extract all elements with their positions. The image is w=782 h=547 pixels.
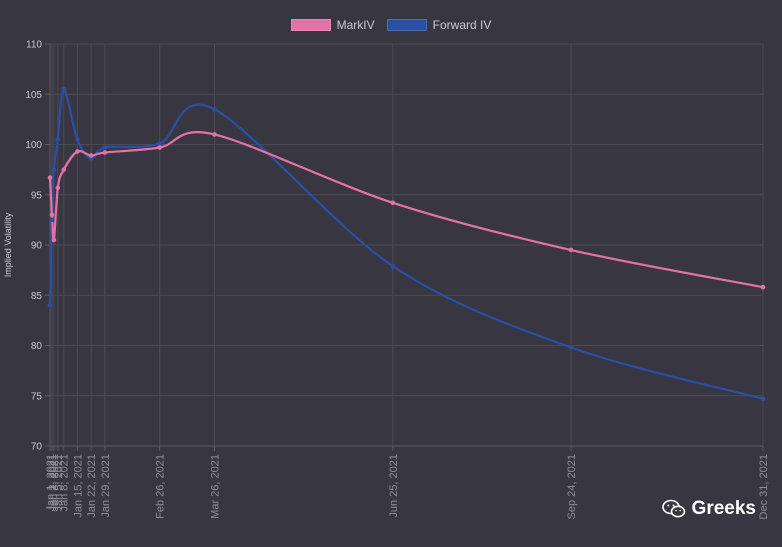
legend-swatch-forward-iv	[386, 19, 427, 31]
series-line-markiv	[48, 131, 765, 289]
data-point-forward-iv	[212, 107, 217, 112]
data-point-forward-iv	[157, 141, 162, 146]
y-tick-label: 105	[25, 90, 42, 101]
x-tick-label: Jan 8, 2021	[59, 454, 71, 512]
x-tick-label: Jun 25, 2021	[388, 454, 400, 518]
y-tick-label: 90	[31, 241, 43, 252]
data-point-markiv	[212, 132, 217, 137]
y-axis-title: Implied Volatility	[3, 212, 13, 278]
y-tick-label: 95	[31, 190, 43, 201]
wechat-icon	[661, 499, 685, 518]
x-tick-label: Dec 31, 2021	[758, 454, 770, 519]
data-point-markiv	[49, 212, 55, 218]
legend-label-forward-iv: Forward IV	[432, 18, 492, 32]
y-tick-label: 85	[31, 291, 43, 302]
data-point-markiv	[51, 237, 57, 243]
x-tick-label: Jan 15, 2021	[72, 454, 84, 518]
y-tick-label: 100	[25, 140, 42, 151]
data-point-forward-iv	[75, 137, 80, 142]
data-point-markiv	[61, 167, 67, 172]
x-tick-label: Jan 2, 2021	[47, 454, 59, 512]
x-tick-label: Jan 3, 2021	[49, 454, 61, 512]
chart-legend: MarkIV Forward IV	[0, 18, 782, 32]
x-tick-label: Jan 22, 2021	[86, 454, 98, 518]
watermark: Greeks	[661, 498, 756, 520]
data-point-markiv	[157, 145, 162, 150]
series-line-forward-iv	[48, 88, 765, 400]
data-point-markiv	[102, 150, 108, 155]
data-point-markiv	[75, 149, 80, 154]
y-tick-label: 110	[26, 40, 42, 51]
x-tick-label: Sep 24, 2021	[566, 454, 578, 519]
legend-label-markiv: MarkIV	[336, 18, 375, 32]
legend-swatch-markiv	[290, 19, 331, 31]
x-tick-label: Jan 5, 2021	[53, 454, 65, 512]
data-point-forward-iv	[390, 263, 396, 269]
points-layer	[47, 86, 766, 402]
y-tick-label: 80	[31, 341, 43, 352]
data-point-markiv	[568, 247, 574, 253]
legend-item-forward-iv[interactable]: Forward IV	[386, 18, 492, 32]
data-point-markiv	[88, 153, 94, 158]
data-point-forward-iv	[102, 145, 108, 150]
series-layer	[48, 88, 765, 400]
x-tick-label: Jan 29, 2021	[100, 454, 112, 518]
data-point-markiv	[55, 185, 61, 191]
y-tick-label: 70	[31, 442, 43, 453]
x-tick-label: Jan 1, 2021	[45, 454, 57, 512]
data-point-forward-iv	[568, 345, 574, 350]
data-point-markiv	[390, 200, 396, 206]
data-point-forward-iv	[49, 217, 55, 223]
data-point-forward-iv	[47, 302, 53, 308]
x-tick-label: Feb 26, 2021	[155, 454, 167, 519]
watermark-text: Greeks	[691, 498, 756, 519]
grid-layer	[49, 43, 764, 447]
legend-item-markiv[interactable]: MarkIV	[290, 18, 375, 32]
y-tick-label: 75	[31, 391, 43, 402]
data-point-forward-iv	[61, 86, 67, 92]
data-point-forward-iv	[51, 167, 57, 172]
data-point-markiv	[760, 284, 766, 290]
x-tick-label: Mar 26, 2021	[210, 454, 222, 519]
data-point-markiv	[47, 175, 53, 180]
data-point-forward-iv	[760, 396, 766, 402]
data-point-forward-iv	[55, 137, 61, 142]
